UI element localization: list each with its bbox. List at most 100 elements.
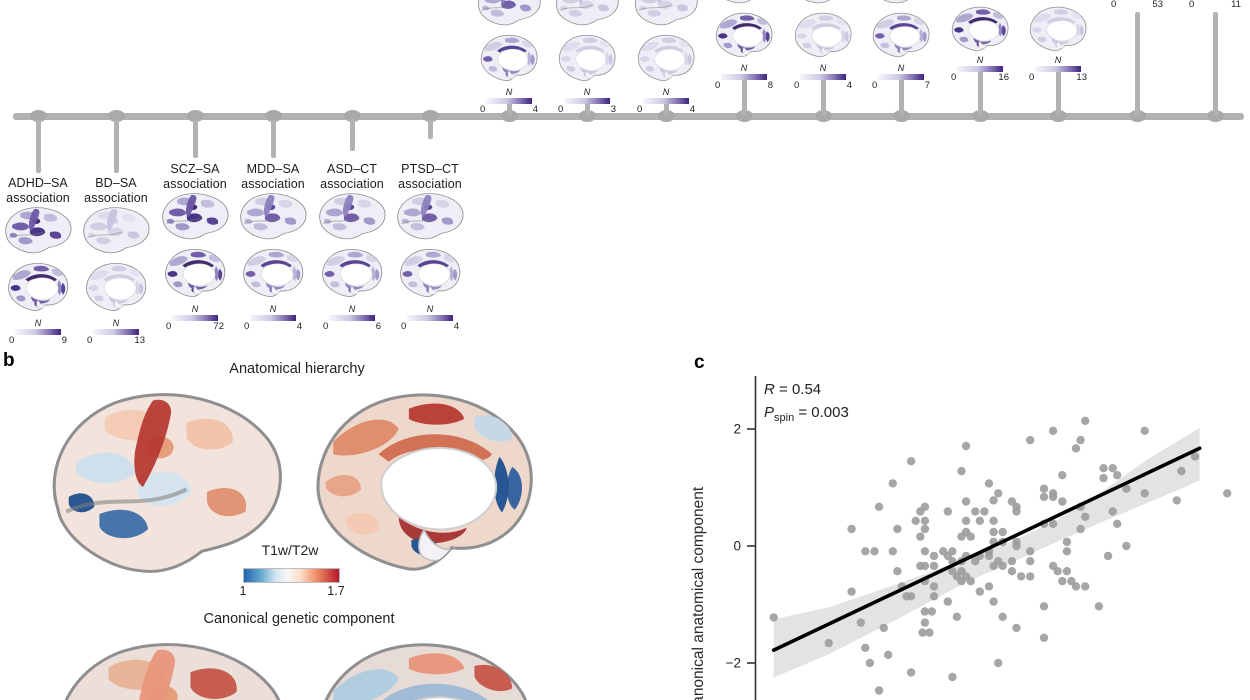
- scatter-point: [1190, 452, 1200, 461]
- timeline-dot: [814, 110, 832, 122]
- scatter-point: [874, 686, 884, 695]
- timeline-dot: [1128, 110, 1146, 122]
- t1w-t2w-colorbar-max: 1.7: [327, 584, 345, 598]
- group-scz-sa-association: SCZ–SA association N 0 72: [140, 162, 250, 332]
- colorbar-max: 11: [1231, 0, 1241, 10]
- scatter-point: [1007, 557, 1017, 566]
- scatter-point: [957, 576, 966, 586]
- scatter-point: [989, 597, 998, 606]
- scatter-point: [920, 618, 930, 627]
- scatter-point: [918, 628, 927, 637]
- scatter-point: [865, 658, 875, 668]
- brain-med-view: [637, 34, 695, 82]
- scatter-point: [1094, 602, 1104, 611]
- brain-med-view: [480, 34, 538, 82]
- colorbar-min: 0: [166, 321, 172, 332]
- scatter-point: [957, 466, 966, 476]
- brain-lateral-clipped: [689, 0, 799, 9]
- scatter-point: [1039, 633, 1049, 642]
- scatter-point: [925, 628, 934, 637]
- colorbar-max: 72: [213, 321, 224, 332]
- scatter-point: [971, 557, 980, 566]
- colorbar-max: 4: [846, 80, 852, 91]
- scatter-point: [1012, 507, 1021, 516]
- scatter-point: [943, 507, 952, 516]
- brain-lat-view: [162, 193, 229, 240]
- brain-med-view: [1029, 6, 1087, 52]
- scatter-point: [1177, 466, 1186, 476]
- scatter-point: [952, 612, 962, 621]
- brain-lat-view: [478, 0, 541, 26]
- y-tick-label: 0: [733, 539, 741, 554]
- scatter-point: [998, 612, 1007, 621]
- association-label-line2: association: [398, 177, 462, 191]
- group-col-8: N 0 13: [1003, 0, 1113, 83]
- colorbar-max: 13: [134, 335, 145, 346]
- t1w-t2w-colorbar-min: 1: [239, 584, 247, 598]
- association-label-line2: association: [241, 177, 305, 191]
- association-label-line1: ADHD–SA: [8, 176, 68, 190]
- brain-lat-view: [726, 0, 752, 4]
- brain-med-view: [324, 643, 528, 700]
- colorbar-gradient: [486, 98, 532, 104]
- t1w-t2w-colorbar: [243, 568, 340, 583]
- timeline-stem: [898, 76, 904, 116]
- scatter-point: [769, 613, 778, 622]
- timeline-dot: [500, 110, 518, 122]
- scatter-point: [984, 551, 994, 561]
- scatter-point: [879, 623, 888, 633]
- scatter-point: [966, 576, 975, 586]
- brain-med-view: [400, 249, 461, 297]
- timeline-stem: [427, 119, 433, 139]
- scatter-point: [984, 582, 994, 591]
- brain-lateral: [297, 192, 407, 245]
- timeline-dot: [1049, 110, 1067, 122]
- p-spin-value: Pspin = 0.003: [764, 404, 849, 424]
- scatter-point: [980, 507, 989, 516]
- mini-colorbar: N 0 16: [948, 56, 1012, 83]
- scatter-point: [929, 582, 939, 591]
- scatter-point: [874, 502, 884, 511]
- scatter-point: [920, 607, 930, 616]
- scatter-point: [920, 516, 930, 525]
- scatter-point: [824, 638, 833, 648]
- brain-lat-view: [635, 0, 698, 26]
- mini-colorbar: N 0 13: [1026, 56, 1090, 83]
- scatter-point: [1076, 524, 1085, 534]
- brain-lat-view: [52, 393, 282, 573]
- scatter-point: [994, 658, 1003, 668]
- brain-lateral-clipped: [846, 0, 956, 9]
- timeline-stem: [270, 119, 276, 158]
- brain-medial: [1003, 5, 1113, 58]
- colorbar-max: 13: [1076, 72, 1087, 83]
- brain-med-view: [872, 12, 930, 58]
- group-ptsd-ct-association: PTSD–CT association N 0 4: [375, 162, 485, 332]
- panel-b: b Anatomical hierarchy T1w/T2w 1 1.7 Can…: [0, 350, 620, 700]
- scatter-point: [1012, 623, 1021, 633]
- colorbar-min: 0: [323, 321, 329, 332]
- scatter-point: [1122, 484, 1131, 493]
- association-label-line1: MDD–SA: [246, 162, 300, 176]
- panel-b-title-top: Anatomical hierarchy: [229, 361, 365, 377]
- colorbar-max: 53: [1152, 0, 1163, 10]
- brain-lat-view: [319, 193, 386, 240]
- r-value: R = 0.54: [764, 381, 822, 398]
- brain-medial: [689, 11, 799, 64]
- colorbar-ticks: 0 13: [87, 336, 145, 346]
- scatter-point: [906, 668, 916, 677]
- scatter-point: [989, 527, 998, 537]
- scatter-plot: 2 0 −2: [726, 376, 1232, 700]
- brain-med-view: [715, 12, 773, 58]
- scatter-point: [870, 547, 879, 556]
- colorbar-min: 0: [794, 80, 800, 91]
- scatter-point: [998, 527, 1007, 537]
